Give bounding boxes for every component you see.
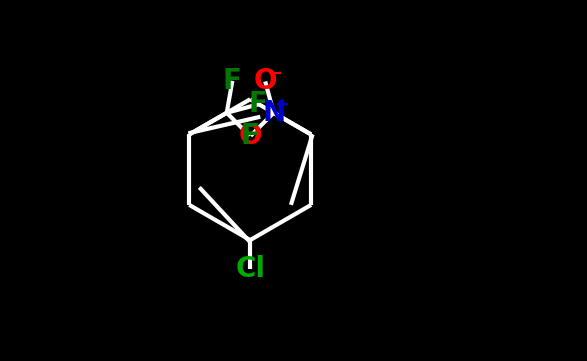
Text: −: − <box>266 65 282 83</box>
Text: O: O <box>254 68 277 95</box>
Text: F: F <box>240 122 259 150</box>
Text: F: F <box>223 67 242 95</box>
Text: Cl: Cl <box>235 255 265 283</box>
Text: N: N <box>262 99 285 127</box>
Text: O: O <box>239 122 262 150</box>
Text: +: + <box>274 96 289 114</box>
Text: F: F <box>249 90 268 118</box>
